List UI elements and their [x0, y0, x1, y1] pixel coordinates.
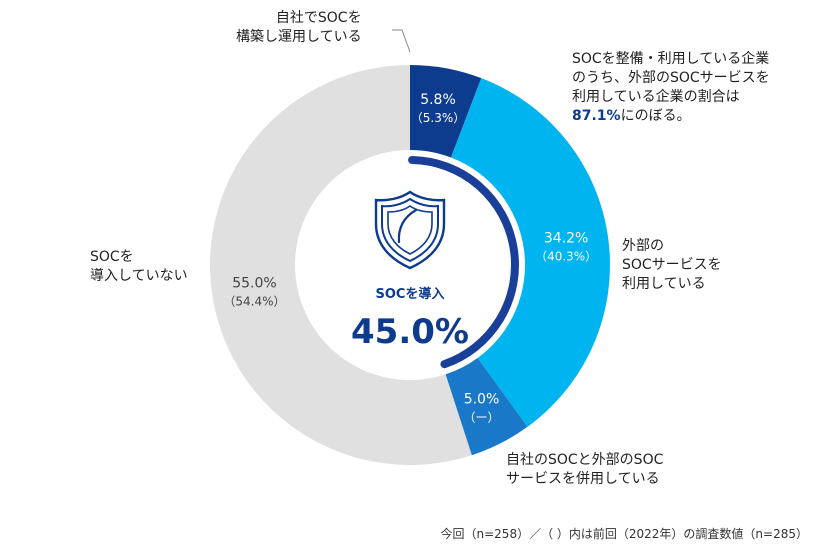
prev-label-own-soc: （5.3%）: [411, 111, 466, 125]
leader-line-own-soc: [392, 29, 411, 53]
center-label: SOCを導入: [376, 286, 445, 302]
center-value: 45.0%: [351, 312, 469, 352]
slice-name-hybrid-soc: 自社のSOCと外部のSOC サービスを併用している: [506, 452, 664, 487]
slice-name-external-soc: 外部の SOCサービスを 利用している: [622, 238, 722, 292]
slices-group: 5.8% （5.3%） 34.2% （40.3%） 5.0% （ー） 55.0% （54.4%…: [209, 65, 610, 466]
adoption-arc: [408, 156, 519, 369]
annotation: SOCを整備・利用している企業 のうち、外部のSOCサービスを 利用している企業…: [572, 51, 770, 124]
value-label-own-soc: 5.8%: [420, 92, 456, 108]
value-label-no-soc: 55.0%: [232, 276, 276, 292]
shield-icon: [374, 190, 446, 270]
prev-label-hybrid-soc: （ー）: [463, 410, 499, 424]
footnote: 今回（n=258）／（ ）内は前回（2022年）の調査数値（n=285）: [440, 527, 808, 541]
annotation-highlight: 87.1%: [572, 108, 621, 124]
slice-name-no-soc: SOCを 導入していない: [90, 249, 188, 284]
value-label-hybrid-soc: 5.0%: [464, 391, 500, 407]
value-label-external-soc: 34.2%: [544, 230, 588, 246]
prev-label-external-soc: （40.3%）: [535, 249, 597, 263]
slice-external-soc: [450, 78, 610, 427]
slice-name-own-soc: 自社でSOCを 構築し運用している: [236, 10, 362, 45]
slice-no-soc: [209, 65, 472, 466]
slice-own-soc: [410, 65, 482, 158]
leader-lines: [392, 29, 411, 53]
prev-label-no-soc: （54.4%）: [223, 295, 285, 309]
slice-hybrid-soc: [445, 358, 528, 456]
annotation-suffix: にのぼる。: [620, 108, 691, 124]
